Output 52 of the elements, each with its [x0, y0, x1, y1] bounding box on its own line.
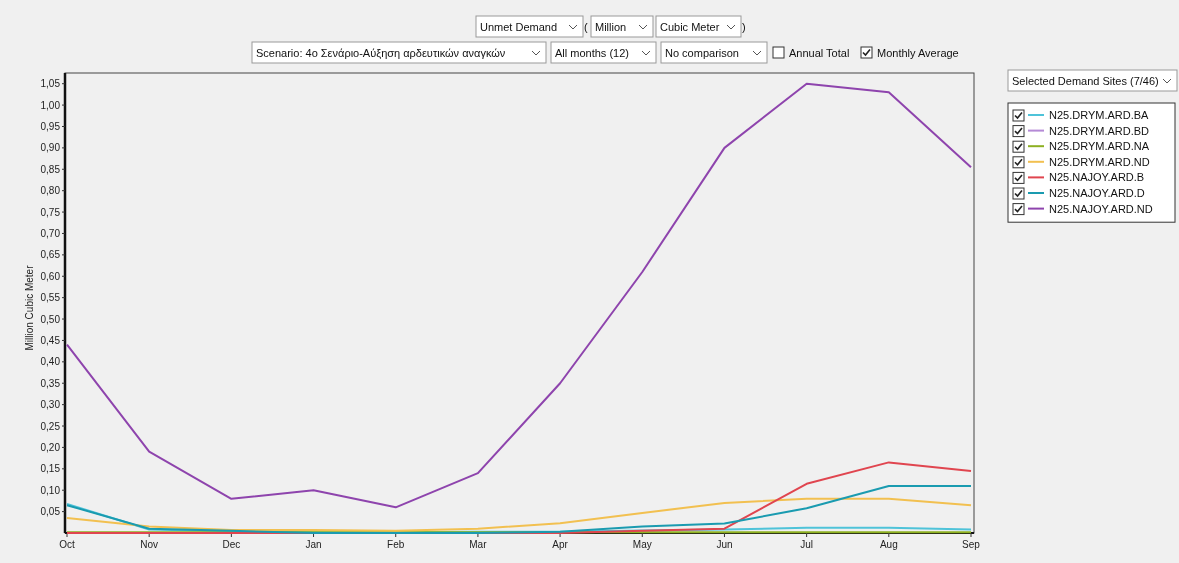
- x-tick-label: Mar: [469, 539, 488, 550]
- text: No comparison: [665, 47, 739, 59]
- text: Scenario: 4ο Σενάριο-Αύξηση αρδευτικών αναγκών: [256, 47, 506, 59]
- text: Cubic Meter: [660, 21, 720, 33]
- y-tick-label: 0,85: [40, 163, 61, 175]
- x-tick-label: Aug: [879, 539, 898, 550]
- legend-label: N25.DRYM.ARD.ND: [1049, 155, 1150, 168]
- x-tick-label: Jan: [305, 539, 322, 550]
- y-tick-label: 0,35: [40, 377, 61, 389]
- y-tick-label: 0,10: [40, 484, 61, 496]
- text: Million: [595, 21, 627, 33]
- y-tick-label: 0,20: [40, 441, 61, 453]
- y-tick-label: 0,45: [40, 334, 61, 346]
- legend-label: N25.NAJOY.ARD.ND: [1049, 202, 1153, 215]
- text: Monthly Average: [877, 47, 959, 59]
- x-tick-label: Jul: [800, 539, 814, 550]
- x-tick-label: May: [632, 539, 652, 550]
- y-tick-label: 0,50: [40, 313, 61, 325]
- y-tick-label: 0,90: [40, 142, 61, 154]
- legend-label: N25.DRYM.ARD.BD: [1049, 124, 1150, 137]
- y-tick-label: 0,70: [40, 227, 61, 239]
- x-tick-label: Sep: [962, 539, 981, 550]
- y-tick-label: 0,15: [40, 463, 61, 475]
- text: Unmet Demand: [480, 21, 558, 33]
- y-tick-label: 1,00: [40, 99, 61, 111]
- text: (: [584, 21, 588, 33]
- x-tick-label: Jun: [716, 539, 733, 550]
- legend-label: N25.DRYM.ARD.BA: [1049, 109, 1150, 121]
- x-tick-label: Apr: [552, 539, 569, 550]
- y-tick-label: 0,05: [40, 506, 61, 518]
- y-axis-title: Million Cubic Meter: [24, 264, 35, 351]
- y-tick-label: 0,40: [40, 356, 61, 368]
- x-tick-label: Oct: [59, 539, 75, 550]
- x-tick-label: Dec: [222, 539, 241, 550]
- y-tick-label: 0,80: [40, 185, 61, 197]
- y-tick-label: 0,30: [40, 399, 61, 411]
- text: All months (12): [555, 47, 629, 59]
- y-tick-label: 0,25: [40, 420, 61, 432]
- y-tick-label: 0,65: [40, 249, 61, 261]
- x-tick-label: Feb: [387, 539, 405, 550]
- text: Annual Total: [789, 47, 850, 59]
- text: Selected Demand Sites (7/46): [1012, 75, 1159, 87]
- y-tick-label: 0,95: [40, 120, 61, 132]
- x-tick-label: Nov: [140, 539, 159, 550]
- y-tick-label: 1,05: [40, 78, 61, 90]
- legend-label: N25.NAJOY.ARD.D: [1049, 187, 1145, 199]
- legend-label: N25.NAJOY.ARD.B: [1049, 171, 1145, 184]
- y-tick-label: 0,75: [40, 206, 61, 218]
- text: ): [742, 21, 746, 33]
- y-tick-label: 0,60: [40, 270, 61, 282]
- y-tick-label: 0,55: [40, 292, 61, 304]
- legend-label: N25.DRYM.ARD.NA: [1049, 140, 1150, 153]
